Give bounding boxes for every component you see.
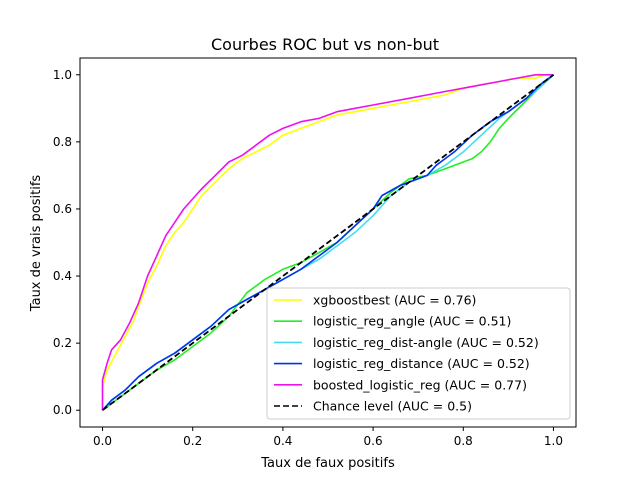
x-axis-label: Taux de faux positifs xyxy=(260,456,395,471)
x-tick-label: 1.0 xyxy=(544,434,563,448)
x-tick-label: 0.8 xyxy=(454,434,473,448)
y-axis-label: Taux de vrais positifs xyxy=(29,175,44,313)
x-tick-label: 0.4 xyxy=(273,434,292,448)
x-tick-label: 0.2 xyxy=(183,434,202,448)
y-tick-label: 1.0 xyxy=(53,68,72,82)
series-line-5 xyxy=(101,74,555,411)
chart-title: Courbes ROC but vs non-but xyxy=(211,35,439,54)
legend-label: xgboostbest (AUC = 0.76) xyxy=(313,293,476,308)
plot-frame xyxy=(79,57,577,428)
x-tick-label: 0.0 xyxy=(93,434,112,448)
x-axis: 0.0 0.2 0.4 0.6 0.8 1.0 xyxy=(93,427,563,448)
x-tick-label: 0.6 xyxy=(364,434,383,448)
legend: xgboostbest (AUC = 0.76) logistic_reg_ang… xyxy=(266,287,571,420)
y-tick-label: 0.6 xyxy=(53,202,72,216)
legend-label: logistic_reg_dist-angle (AUC = 0.52) xyxy=(313,335,539,350)
legend-label: logistic_reg_distance (AUC = 0.52) xyxy=(313,356,530,371)
legend-label: Chance level (AUC = 0.5) xyxy=(313,399,472,414)
y-tick-label: 0.4 xyxy=(53,269,72,283)
legend-label: boosted_logistic_reg (AUC = 0.77) xyxy=(313,377,527,392)
series-line-4 xyxy=(101,74,554,411)
y-tick-label: 0.2 xyxy=(53,336,72,350)
legend-box xyxy=(266,287,571,420)
series-layer xyxy=(101,74,555,411)
y-tick-label: 0.8 xyxy=(53,135,72,149)
y-tick-label: 0.0 xyxy=(53,403,72,417)
legend-label: logistic_reg_angle (AUC = 0.51) xyxy=(313,314,511,329)
y-axis: 0.0 0.2 0.4 0.6 0.8 1.0 xyxy=(53,68,80,417)
